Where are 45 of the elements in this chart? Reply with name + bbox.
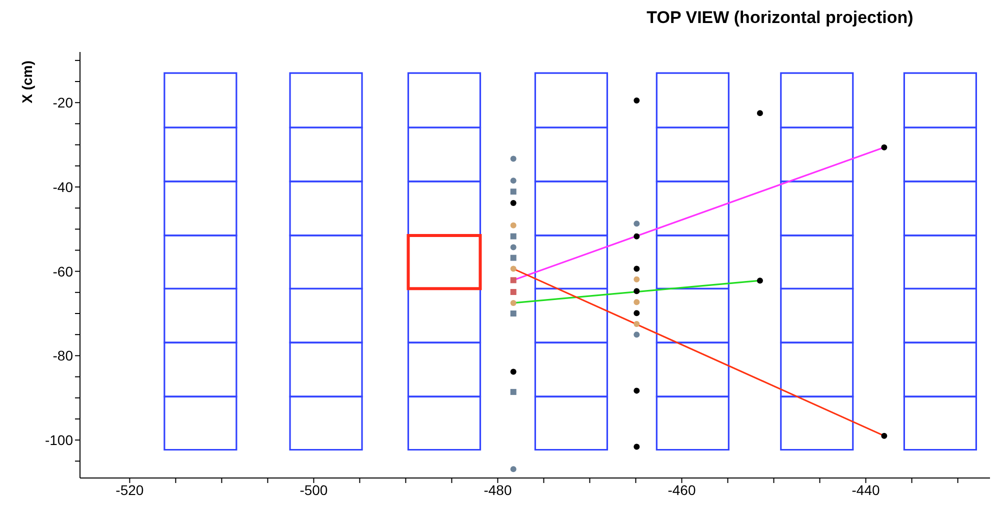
x-tick-label: -480 [484, 482, 512, 498]
point [510, 266, 516, 272]
point [756, 110, 763, 116]
y-tick-label: -60 [52, 263, 74, 280]
x-tick-label: -440 [852, 482, 880, 498]
point [510, 156, 516, 162]
point [510, 188, 516, 195]
point [634, 299, 640, 306]
point [634, 332, 640, 338]
point [510, 233, 516, 240]
point [634, 310, 640, 316]
point [634, 288, 640, 294]
point [634, 233, 640, 240]
point [634, 220, 640, 227]
x-tick-label: -460 [668, 482, 696, 498]
point [510, 254, 516, 261]
point [510, 368, 516, 375]
point [510, 178, 516, 184]
x-tick-label: -520 [116, 482, 144, 498]
point [634, 266, 640, 272]
point [634, 444, 640, 450]
point [510, 300, 516, 306]
point [634, 98, 640, 104]
point [510, 388, 516, 395]
y-tick-label: -20 [52, 94, 74, 111]
point [756, 278, 763, 284]
y-tick-label: -40 [52, 178, 74, 195]
point [510, 222, 516, 228]
y-axis-title: X (cm) [19, 60, 35, 104]
y-tick-label: -100 [44, 432, 74, 448]
y-tick-label: -80 [52, 348, 74, 364]
chart-title: TOP VIEW (horizontal projection) [646, 8, 914, 28]
x-tick-label: -500 [300, 482, 328, 498]
point [510, 244, 516, 250]
point [634, 276, 640, 282]
point [510, 288, 516, 295]
point [881, 432, 888, 439]
point [510, 310, 516, 317]
point [510, 466, 516, 472]
point [510, 200, 516, 206]
bar [406, 234, 482, 290]
point [634, 321, 640, 328]
point [881, 144, 888, 150]
point [510, 277, 516, 284]
point [634, 388, 640, 394]
